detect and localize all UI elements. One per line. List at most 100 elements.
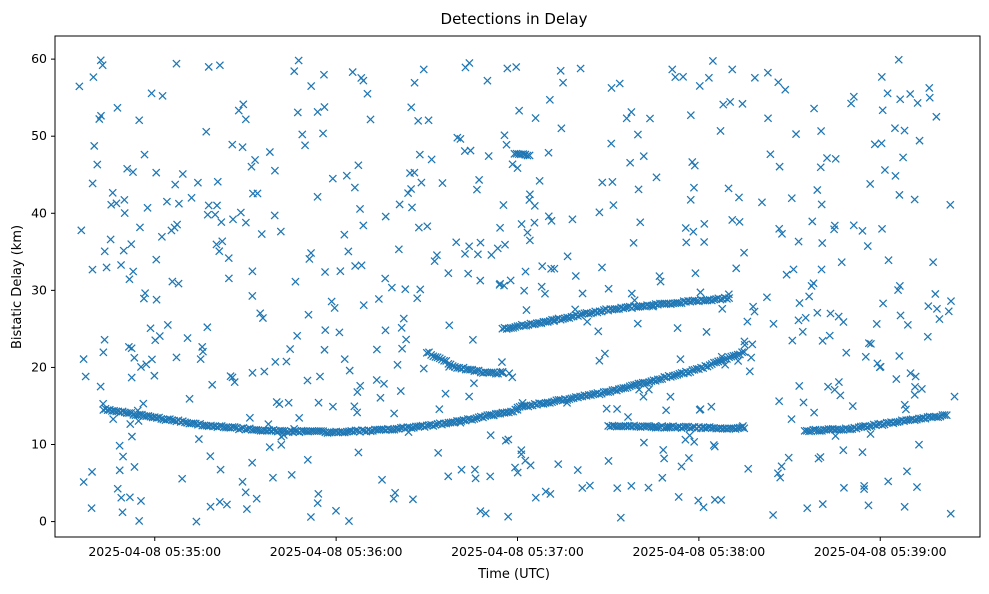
- data-point: [801, 313, 810, 322]
- data-point: [864, 339, 873, 348]
- data-point: [762, 293, 771, 302]
- data-point: [353, 408, 362, 417]
- data-point: [174, 279, 183, 288]
- data-point: [226, 372, 235, 381]
- data-point: [407, 184, 416, 194]
- data-point: [810, 408, 819, 417]
- data-point: [359, 76, 368, 85]
- data-point: [910, 390, 919, 399]
- data-point: [165, 415, 174, 424]
- data-point: [875, 363, 884, 372]
- data-point: [170, 223, 179, 232]
- data-point: [344, 247, 353, 256]
- data-point: [745, 367, 754, 376]
- data-point: [513, 164, 522, 173]
- data-point: [174, 199, 183, 208]
- data-point: [658, 473, 667, 482]
- data-point: [257, 229, 266, 239]
- data-point: [484, 152, 493, 161]
- data-point: [788, 336, 797, 345]
- data-point: [399, 314, 408, 323]
- data-point: [336, 267, 345, 276]
- data-point: [277, 440, 286, 449]
- data-point: [353, 388, 362, 397]
- data-point: [391, 488, 400, 497]
- data-point: [135, 116, 144, 125]
- data-point: [946, 509, 955, 518]
- data-point: [88, 179, 97, 188]
- x-axis-label: Time (UTC): [477, 567, 550, 582]
- data-point: [468, 335, 477, 344]
- data-point: [749, 302, 758, 311]
- data-point: [348, 68, 357, 77]
- data-point: [372, 345, 381, 354]
- data-point: [314, 398, 323, 407]
- data-point: [899, 153, 908, 162]
- data-point: [861, 352, 870, 361]
- data-point: [689, 227, 698, 236]
- data-point: [531, 114, 540, 123]
- data-point: [940, 411, 949, 420]
- data-point: [483, 76, 492, 85]
- data-point: [523, 228, 532, 237]
- data-point: [152, 168, 161, 177]
- data-point: [866, 339, 875, 348]
- data-point: [891, 171, 900, 180]
- data-point: [681, 435, 690, 444]
- data-point: [496, 367, 505, 377]
- data-point: [81, 372, 90, 381]
- data-point: [465, 242, 474, 251]
- chart-title: Detections in Delay: [441, 10, 588, 28]
- data-point: [96, 56, 105, 65]
- data-point: [724, 290, 733, 299]
- data-point: [218, 237, 227, 246]
- data-point: [496, 279, 505, 288]
- data-point: [586, 309, 595, 318]
- data-point: [639, 392, 648, 401]
- data-point: [430, 257, 439, 266]
- data-point: [313, 499, 322, 508]
- data-point: [265, 147, 274, 157]
- data-point: [691, 269, 700, 278]
- data-point: [626, 158, 635, 167]
- data-point: [202, 127, 211, 136]
- data-point: [627, 481, 636, 490]
- data-point: [870, 140, 879, 149]
- data-point: [298, 130, 307, 139]
- data-point: [130, 353, 139, 362]
- data-point: [106, 235, 115, 244]
- data-point: [401, 285, 410, 294]
- data-point: [864, 501, 873, 510]
- data-point: [728, 215, 737, 224]
- data-point: [471, 474, 480, 483]
- data-point: [644, 385, 653, 394]
- data-point: [394, 424, 403, 433]
- data-point: [87, 467, 97, 476]
- data-point: [817, 265, 826, 274]
- data-point: [144, 411, 153, 420]
- data-point: [556, 66, 565, 75]
- data-point: [517, 220, 526, 229]
- data-point: [510, 463, 520, 472]
- data-point: [794, 237, 803, 246]
- data-point: [187, 193, 196, 202]
- data-point: [689, 183, 699, 192]
- data-point: [517, 446, 526, 455]
- data-point: [89, 73, 98, 82]
- data-point: [750, 307, 759, 316]
- data-point: [681, 422, 690, 431]
- data-point: [342, 171, 351, 180]
- data-point: [397, 323, 406, 332]
- data-point: [395, 200, 404, 209]
- data-point: [355, 204, 365, 213]
- data-point: [335, 328, 344, 337]
- data-point: [217, 421, 226, 431]
- data-point: [645, 377, 654, 387]
- data-point: [427, 155, 436, 164]
- data-point: [238, 143, 247, 152]
- data-point: [212, 201, 222, 210]
- data-point: [87, 504, 96, 513]
- data-point: [465, 58, 474, 68]
- data-point: [740, 347, 749, 357]
